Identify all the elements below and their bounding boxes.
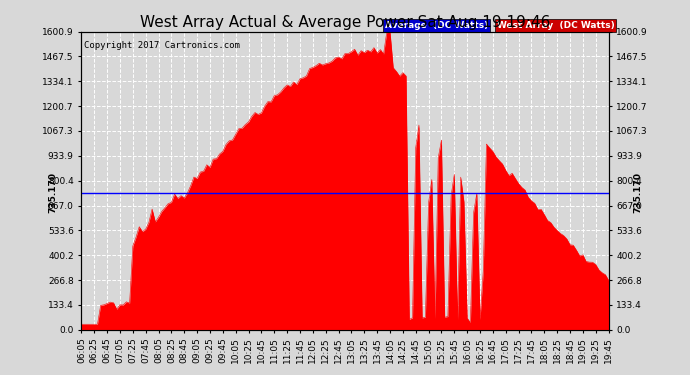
Text: West Array  (DC Watts): West Array (DC Watts) — [497, 21, 615, 30]
Text: 735.170: 735.170 — [633, 172, 642, 213]
Text: 735.170: 735.170 — [48, 172, 57, 213]
Title: West Array Actual & Average Power Sat Aug 19 19:46: West Array Actual & Average Power Sat Au… — [140, 15, 550, 30]
Text: Average  (DC Watts): Average (DC Watts) — [384, 21, 488, 30]
Text: Copyright 2017 Cartronics.com: Copyright 2017 Cartronics.com — [84, 40, 240, 50]
